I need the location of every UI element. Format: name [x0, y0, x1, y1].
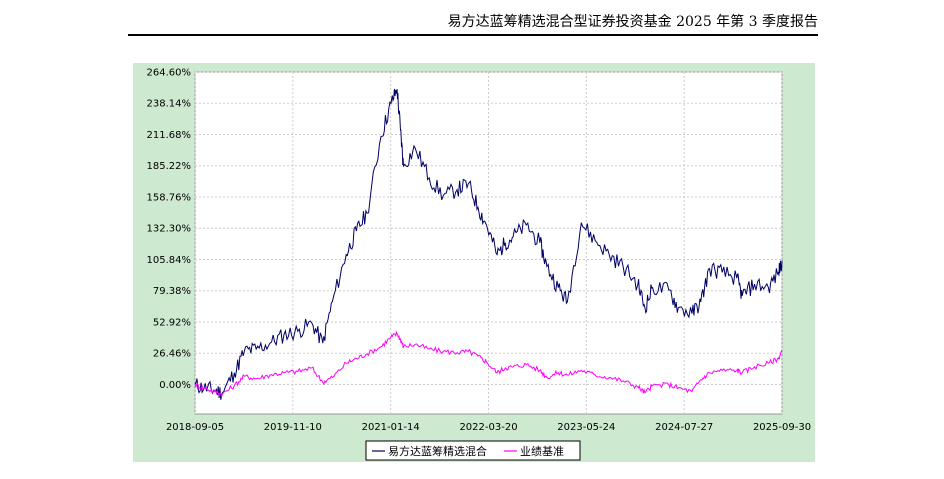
series-line-fund — [194, 88, 783, 400]
x-tick-label: 2025-09-30 — [753, 422, 811, 433]
legend-label-fund: 易方达蓝筹精选混合 — [388, 444, 487, 458]
y-tick-label: 0.00% — [159, 380, 191, 391]
legend: 易方达蓝筹精选混合 业绩基准 — [365, 440, 581, 461]
chart-panel: 264.60% 238.14% 211.68% 185.22% 158.76% 132.3… — [133, 63, 815, 462]
x-tick-label: 2022-03-20 — [459, 422, 517, 433]
performance-line-chart: 264.60% 238.14% 211.68% 185.22% 158.76% 132.3… — [147, 68, 811, 461]
document-header: 易方达蓝筹精选混合型证券投资基金 2025 年第 3 季度报告 — [128, 8, 818, 36]
y-tick-label: 238.14% — [147, 99, 192, 110]
series-lines — [194, 88, 783, 400]
plot-area — [194, 71, 783, 415]
x-tick-label: 2019-11-10 — [264, 422, 322, 433]
document-header-title: 易方达蓝筹精选混合型证券投资基金 2025 年第 3 季度报告 — [447, 14, 818, 30]
y-tick-label: 211.68% — [147, 130, 192, 141]
y-tick-label: 158.76% — [147, 192, 192, 203]
y-axis-ticks: 264.60% 238.14% 211.68% 185.22% 158.76% 132.3… — [147, 68, 192, 391]
x-tick-label: 2024-07-27 — [655, 422, 713, 433]
x-tick-label: 2018-09-05 — [166, 422, 224, 433]
y-tick-label: 79.38% — [153, 286, 191, 297]
y-tick-label: 105.84% — [147, 255, 192, 266]
series-line-benchmark — [194, 330, 783, 398]
legend-label-benchmark: 业绩基准 — [520, 445, 564, 458]
x-tick-label: 2021-01-14 — [362, 422, 420, 433]
y-tick-label: 26.46% — [153, 349, 191, 360]
x-axis-ticks: 2018-09-05 2019-11-10 2021-01-14 2022-03-20… — [166, 422, 811, 433]
y-tick-label: 132.30% — [147, 224, 192, 235]
y-tick-label: 264.60% — [147, 68, 192, 79]
y-tick-label: 52.92% — [153, 317, 191, 328]
legend-box — [365, 440, 581, 461]
y-tick-label: 185.22% — [147, 161, 192, 172]
x-tick-label: 2023-05-24 — [557, 422, 615, 433]
grid-lines — [194, 71, 783, 414]
